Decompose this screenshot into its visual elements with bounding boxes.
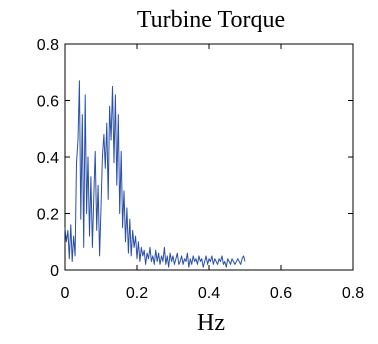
y-tick-label: 0.4 [37, 150, 59, 167]
y-tick-label: 0.8 [37, 37, 59, 54]
x-tick-label: 0.2 [126, 285, 148, 302]
x-axis-label: Hz [197, 310, 225, 336]
x-tick-label: 0.4 [198, 285, 220, 302]
x-axis: 0 0.2 0.4 0.6 0.8 [61, 44, 364, 302]
y-axis: 0 0.2 0.4 0.6 0.8 [37, 37, 353, 280]
x-tick-label: 0.8 [342, 285, 364, 302]
y-tick-label: 0 [50, 263, 59, 280]
x-tick-label: 0 [61, 285, 70, 302]
y-tick-label: 0.6 [37, 94, 59, 111]
plot-area-frame [64, 43, 354, 271]
y-tick-label: 0.2 [37, 207, 59, 224]
x-tick-label: 0.6 [270, 285, 292, 302]
chart-title: Turbine Torque [137, 7, 285, 33]
series-line [64, 80, 246, 268]
